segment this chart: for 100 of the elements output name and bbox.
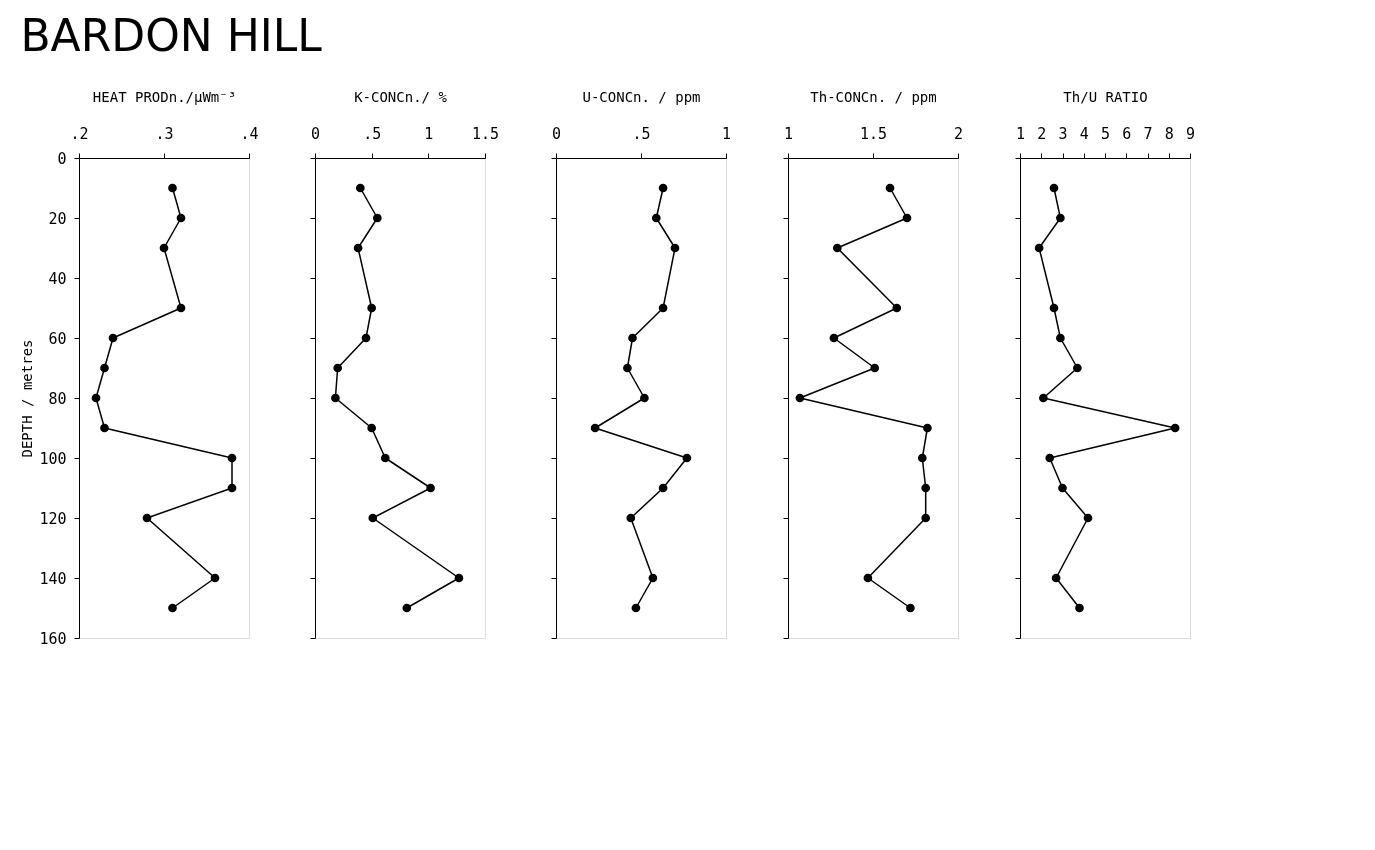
point <box>651 213 661 223</box>
x-tick-label: 4 <box>1079 124 1089 143</box>
point <box>454 573 464 583</box>
x-tick-label: 1 <box>783 124 794 143</box>
point <box>670 243 680 253</box>
point <box>142 513 152 523</box>
point <box>210 573 220 583</box>
point <box>108 333 118 343</box>
point <box>892 303 902 313</box>
point <box>795 393 805 403</box>
point <box>372 213 382 223</box>
x-tick-label: .2 <box>70 124 89 143</box>
point <box>648 573 658 583</box>
point <box>367 303 377 313</box>
point <box>100 423 109 433</box>
x-tick-label: 1.5 <box>471 124 500 143</box>
x-tick-label: 6 <box>1122 124 1132 143</box>
y-tick-label: 160 <box>39 629 67 648</box>
point <box>367 423 377 433</box>
point <box>829 333 839 343</box>
x-tick-label: 2 <box>1037 124 1047 143</box>
y-tick-label: 60 <box>48 329 67 348</box>
point <box>353 243 363 253</box>
point <box>917 453 927 463</box>
y-tick-label: 120 <box>39 509 67 528</box>
point <box>682 453 692 463</box>
point <box>832 243 842 253</box>
point <box>1039 393 1048 403</box>
x-axis-title: HEAT PRODn./µWm⁻³ <box>92 88 237 105</box>
point <box>1045 453 1055 463</box>
x-tick-label: 1 <box>1015 124 1026 143</box>
x-tick-label: 5 <box>1100 124 1111 143</box>
point <box>658 303 668 313</box>
x-axis-title: U-CONCn. / ppm <box>582 88 701 105</box>
point <box>368 513 378 523</box>
x-tick-label: 3 <box>1058 124 1068 143</box>
x-axis-title: K-CONCn./ % <box>354 88 448 105</box>
point <box>227 483 237 493</box>
point <box>658 183 668 193</box>
x-tick-label: 1.5 <box>859 124 888 143</box>
point <box>176 303 186 313</box>
point <box>333 363 343 373</box>
point <box>1083 513 1093 523</box>
x-tick-label: 0 <box>551 124 562 143</box>
point <box>1034 243 1044 253</box>
point <box>168 603 177 613</box>
point <box>923 423 932 433</box>
x-tick-label: .5 <box>363 124 382 143</box>
point <box>426 483 435 493</box>
x-tick-label: 1 <box>721 124 732 143</box>
chart-title: BARDON HILL <box>20 9 323 61</box>
point <box>91 393 101 403</box>
point <box>640 393 649 403</box>
point <box>355 183 365 193</box>
point <box>906 603 915 613</box>
point <box>863 573 873 583</box>
y-tick-label: 80 <box>48 389 67 408</box>
point <box>921 513 931 523</box>
point <box>176 213 186 223</box>
y-tick-label: 0 <box>57 149 67 168</box>
point <box>1049 303 1059 313</box>
point <box>402 603 412 613</box>
x-tick-label: 9 <box>1185 124 1196 143</box>
point <box>870 363 880 373</box>
point <box>631 603 641 613</box>
x-tick-label: 1 <box>424 124 434 143</box>
y-tick-label: 40 <box>48 269 67 288</box>
point <box>590 423 600 433</box>
point <box>902 213 912 223</box>
y-tick-label: 100 <box>39 449 67 468</box>
point <box>885 183 895 193</box>
point <box>168 183 177 193</box>
x-axis-title: Th/U RATIO <box>1063 88 1148 105</box>
x-tick-label: .5 <box>632 124 651 143</box>
point <box>658 483 668 493</box>
point <box>361 333 371 343</box>
x-tick-label: .4 <box>240 124 259 143</box>
y-tick-label: 20 <box>48 209 67 228</box>
point <box>921 483 931 493</box>
point <box>1056 213 1065 223</box>
point <box>626 513 636 523</box>
point <box>1075 603 1084 613</box>
point <box>380 453 390 463</box>
point <box>623 363 632 373</box>
x-tick-label: 0 <box>310 124 321 143</box>
x-tick-label: 7 <box>1143 124 1153 143</box>
point <box>1056 333 1065 343</box>
point <box>1049 183 1059 193</box>
point <box>1051 573 1061 583</box>
point <box>227 453 237 463</box>
point <box>1073 363 1082 373</box>
x-tick-label: 2 <box>953 124 964 143</box>
x-axis-title: Th-CONCn. / ppm <box>810 88 937 105</box>
point <box>100 363 109 373</box>
point <box>331 393 340 403</box>
point <box>1170 423 1180 433</box>
x-tick-label: 8 <box>1164 124 1174 143</box>
point <box>1058 483 1067 493</box>
x-tick-label: .3 <box>155 124 174 143</box>
point <box>628 333 637 343</box>
